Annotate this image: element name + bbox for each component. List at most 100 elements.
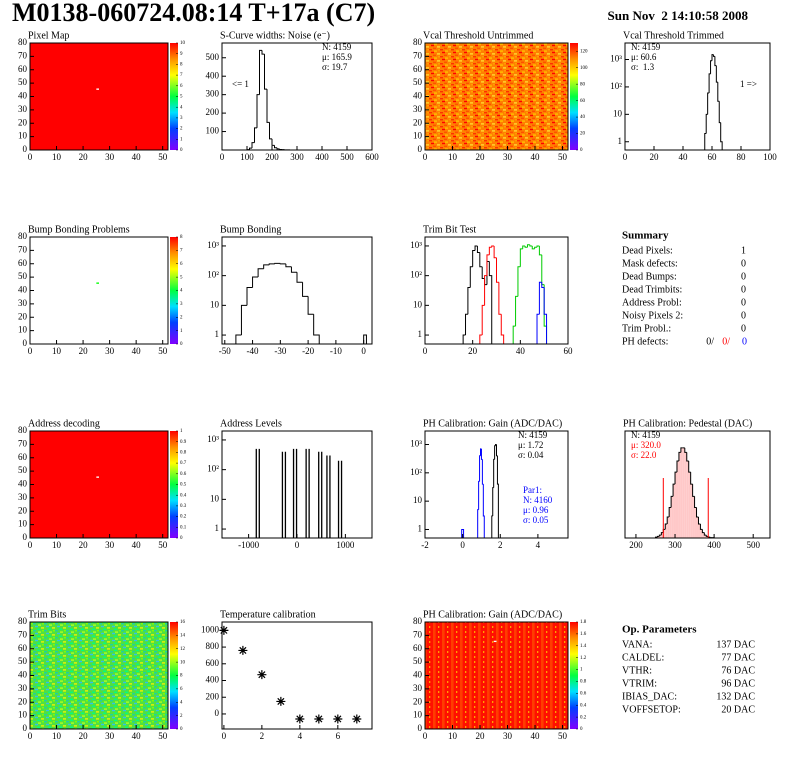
star-marker [352, 714, 362, 724]
y-tick-label: 10 [18, 710, 28, 720]
op-parameter-label: IBIAS_DAC: [622, 691, 677, 702]
z-tick-label: 0.4 [580, 703, 587, 708]
histogram-bin [515, 295, 518, 327]
annotation: Par1: [523, 485, 542, 495]
y-tick-label: 800 [206, 641, 220, 651]
histogram-bin [256, 94, 260, 128]
x-tick-label: 400 [707, 540, 721, 550]
y-tick-label: 1 [418, 524, 423, 534]
annotation: σ: 0.05 [523, 515, 549, 525]
x-tick-label: 0 [361, 346, 366, 356]
histogram-fill [700, 529, 703, 538]
y-tick-label: 0 [23, 723, 28, 733]
y-tick-label: 10 [210, 299, 220, 309]
y-tick-label: 20 [18, 311, 28, 321]
z-tick-label: 10 [180, 41, 186, 46]
op-parameter-value: 76 DAC [721, 665, 755, 676]
histogram-bin [268, 263, 275, 265]
y-tick-label: 70 [18, 50, 28, 60]
x-tick-label: 30 [105, 540, 115, 550]
histogram-bin [534, 246, 538, 249]
histogram-bin [536, 245, 540, 248]
histogram-bin [710, 60, 712, 74]
summary-value: 1 [741, 245, 746, 256]
histogram-fill [682, 447, 685, 538]
histogram-bin [666, 516, 670, 525]
chart-title: Pixel Map [28, 30, 69, 41]
color-scale [570, 43, 578, 150]
star-marker [276, 696, 286, 706]
y-tick-label: 0 [418, 723, 423, 733]
x-tick-label: 10 [52, 152, 62, 162]
heatmap-area [30, 431, 168, 538]
color-scale [570, 622, 578, 729]
y-tick-label: 0 [418, 144, 423, 154]
x-tick-label: 20 [79, 731, 89, 741]
x-tick-label: 200 [265, 152, 279, 162]
histogram-bin [538, 245, 542, 256]
histogram-bin [481, 459, 484, 485]
z-tick-label: 5 [180, 95, 183, 100]
y-tick-label: 200 [206, 691, 220, 701]
z-tick-label: 3 [180, 302, 183, 307]
stats-entry: μ: 320.0 [631, 440, 661, 450]
summary-label: Trim Probl.: [622, 323, 671, 334]
z-tick-label: 3 [180, 116, 183, 121]
y-tick-label: 20 [18, 505, 28, 515]
y-tick-label: 10 [413, 299, 423, 309]
x-tick-label: -40 [247, 346, 259, 356]
histogram-bin [263, 264, 270, 269]
histogram-fill [702, 532, 705, 538]
y-tick-label: 0 [23, 144, 28, 154]
histogram-bin [285, 263, 292, 268]
op-parameter-label: VTRIM: [622, 678, 657, 689]
x-tick-label: 20 [476, 152, 486, 162]
histogram-bin [474, 245, 478, 251]
x-tick-label: 0 [295, 540, 300, 550]
chart-title: Bump Bonding [220, 224, 281, 235]
histogram-bin [660, 532, 664, 536]
x-tick-label: 100 [240, 152, 254, 162]
histogram-fill [669, 507, 672, 538]
histogram-bin [481, 304, 485, 336]
histogram-fill [659, 535, 662, 538]
plot-frame [424, 236, 569, 345]
y-tick-label: 30 [413, 104, 423, 114]
x-tick-label: 40 [531, 731, 541, 741]
y-tick-label: 400 [206, 675, 220, 685]
y-tick-label: 1 [215, 329, 220, 339]
histogram-bin [703, 532, 707, 536]
x-tick-label: 10 [448, 152, 458, 162]
heatmap-area [30, 237, 168, 344]
y-tick-label: 80 [18, 616, 28, 626]
x-tick-label: 10 [52, 346, 62, 356]
y-tick-label: 60 [18, 452, 28, 462]
x-tick-label: 20 [79, 540, 89, 550]
histogram-bin [274, 262, 281, 264]
histogram-bin [696, 507, 699, 518]
x-tick-label: 200 [629, 540, 643, 550]
stats-entry: μ: 165.9 [322, 52, 352, 62]
z-tick-label: 10 [180, 660, 186, 665]
chart-title: Address decoding [28, 418, 100, 429]
stats-entry: μ: 1.72 [518, 440, 543, 450]
y-tick-label: 50 [413, 77, 423, 87]
x-tick-label: 300 [290, 152, 304, 162]
histogram-bin [538, 281, 542, 315]
y-tick-label: 50 [18, 271, 28, 281]
histogram-fill [661, 532, 664, 538]
histogram-bin [690, 472, 693, 485]
x-tick-label: 20 [79, 346, 89, 356]
annotation: μ: 0.96 [523, 505, 549, 515]
page-date: Sun Nov 2 14:10:58 2008 [608, 8, 749, 23]
z-tick-label: 7 [180, 73, 183, 78]
summary-label: Noisy Pixels 2: [622, 310, 683, 321]
histogram-bin [488, 246, 492, 255]
chart-title: PH Calibration: Gain (ADC/DAC) [423, 418, 562, 429]
x-tick-label: 40 [132, 152, 142, 162]
y-tick-label: 80 [18, 231, 28, 241]
level-peak [305, 448, 310, 538]
y-tick-label: 40 [413, 670, 423, 680]
histogram-bin [699, 524, 703, 530]
histogram-bin [664, 523, 668, 530]
